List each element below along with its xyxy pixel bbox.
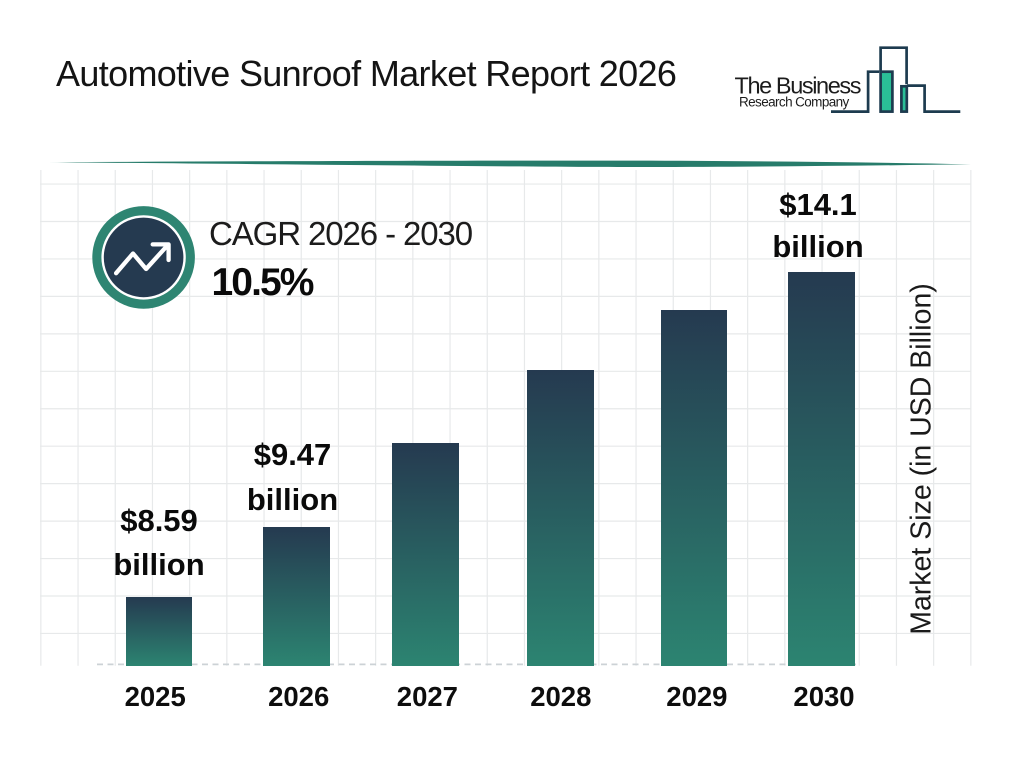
svg-text:Research Company: Research Company xyxy=(739,95,850,110)
svg-text:The Business: The Business xyxy=(735,72,861,98)
